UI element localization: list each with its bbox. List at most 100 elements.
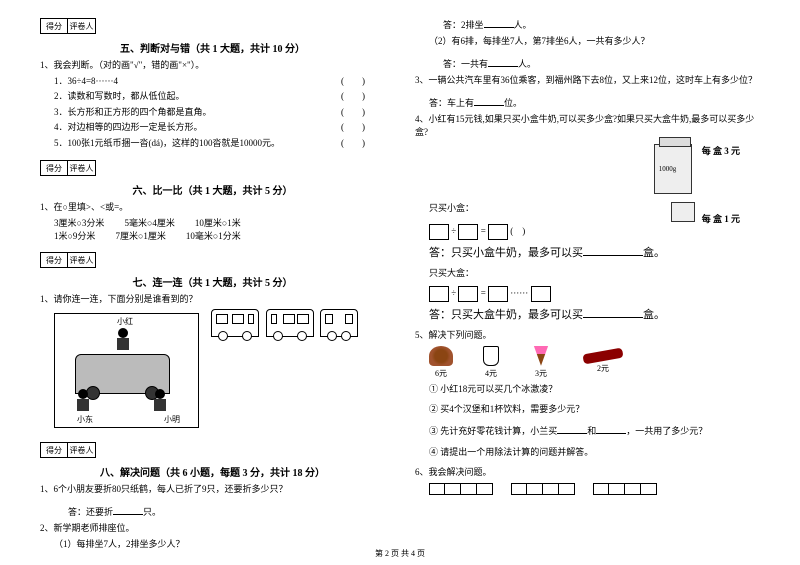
food-burger: 6元: [429, 346, 453, 379]
price: 3元: [535, 369, 547, 378]
ans-text: 答：只买小盒牛奶，最多可以买: [429, 247, 583, 259]
blank: [557, 424, 587, 434]
paren: ( ): [341, 75, 365, 88]
q8-2-2: （2）有6排，每排坐7人，第7排坐6人，一共有多少人？: [415, 35, 760, 48]
right-column: 答：2排坐人。 （2）有6排，每排坐7人，第7排坐6人，一共有多少人？ 答：一共…: [415, 18, 760, 555]
big-calc: ÷ = ······: [415, 286, 760, 302]
cmp: 7厘米○1厘米: [115, 229, 165, 242]
box-group: [429, 483, 493, 495]
q8-2: 2、新学期老师排座位。: [40, 522, 385, 535]
q5-item-2: 2．读数和写数时，都从低位起。 ( ): [40, 90, 385, 103]
box: [458, 224, 478, 240]
milk-small-icon: [671, 202, 695, 222]
label-xiaohong: 小红: [117, 316, 133, 327]
box-group: [593, 483, 657, 495]
minivan-icon: [75, 354, 170, 394]
q8-6: 6、我会解决问题。: [415, 466, 760, 479]
score-box-8: 得分 评卷人: [40, 442, 385, 458]
kid-br: [152, 389, 168, 413]
q8-1-ans: 答：还要折 只。: [40, 505, 385, 519]
ans-suffix: 只。: [143, 507, 161, 517]
q8-5-4: ④ 请提出一个用除法计算的问题并解答。: [415, 446, 760, 459]
t: ③ 先计充好零花钱计算，小兰买: [429, 426, 557, 436]
box: [429, 224, 449, 240]
q5-item-2-text: 2．读数和写数时，都从低位起。: [54, 91, 185, 101]
q6-intro: 1、在○里填>、<或=。: [40, 201, 385, 214]
only-big-label: 只买大盒：: [415, 267, 760, 280]
ans-prefix: 答：车上有: [429, 98, 474, 108]
kid-top: [115, 328, 131, 352]
q5-item-1: 1．36÷4=8······4( ): [40, 75, 385, 88]
left-column: 得分 评卷人 五、判断对与错（共 1 大题，共计 10 分） 1、我会判断。（对…: [40, 18, 385, 555]
small-calc: ÷ = ( ): [415, 224, 760, 240]
burger-icon: [429, 346, 453, 366]
cmp: 10毫米○1分米: [186, 229, 241, 242]
q8-4: 4、小红有15元钱,如果只买小盒牛奶,可以买多少盒?如果只买大盒牛奶,最多可以买…: [415, 113, 760, 138]
blank: [484, 18, 514, 28]
q8-2-2-ans: 答：一共有 人。: [415, 57, 760, 71]
price: 4元: [485, 369, 497, 378]
section-5-title: 五、判断对与错（共 1 大题，共计 10 分）: [40, 40, 385, 55]
grader-label: 评卷人: [68, 160, 96, 176]
food-drink: 4元: [483, 346, 499, 379]
q8-5-2: ② 买4个汉堡和1杯饮料，需要多少元？: [415, 403, 760, 416]
blank: [488, 57, 518, 67]
q8-5-3: ③ 先计充好零花钱计算，小兰买 和 ，一共用了多少元？: [415, 424, 760, 438]
score-box-5: 得分 评卷人: [40, 18, 385, 34]
score-label: 得分: [40, 160, 68, 176]
food-candy: 2元: [583, 351, 623, 374]
score-label: 得分: [40, 252, 68, 268]
paren: ( ): [341, 121, 365, 134]
t: ，一共用了多少元？: [626, 426, 707, 436]
q5-intro: 1、我会判断。（对的画"√"，错的画"×"）。: [40, 59, 385, 72]
q8-5-1: ① 小红18元可以买几个冰激凌？: [415, 383, 760, 396]
section-6-title: 六、比一比（共 1 大题，共计 5 分）: [40, 182, 385, 197]
milk-big-label: 1000g: [659, 165, 677, 173]
ans-suffix: 位。: [504, 98, 522, 108]
label-xiaodong: 小东: [77, 414, 93, 425]
ans-big: 答：只买大盒牛奶，最多可以买 盒。: [415, 308, 760, 323]
only-small-label: 只买小盒：: [415, 202, 474, 215]
dots: ······: [510, 288, 528, 298]
q5-item-3-text: 3．长方形和正方形的四个角都是直角。: [54, 107, 212, 117]
q8-3-ans: 答：车上有 位。: [415, 96, 760, 110]
page-footer: 第 2 页 共 4 页: [0, 548, 800, 559]
label-xiaoming: 小明: [164, 414, 180, 425]
q8-5: 5、解决下列问题。: [415, 329, 760, 342]
box: [458, 286, 478, 302]
scene-box: 小红 小东 小明: [54, 313, 199, 428]
paren: ( ): [341, 90, 365, 103]
price: 2元: [597, 364, 609, 373]
grader-label: 评卷人: [68, 442, 96, 458]
score-box-6: 得分 评卷人: [40, 160, 385, 176]
ans-suffix: 人。: [518, 59, 536, 69]
q5-item-5: 5．100张1元纸币捆一沓(dá)，这样的100沓就是10000元。( ): [40, 137, 385, 150]
milk-big: 1000g: [654, 144, 692, 196]
ans-small: 答：只买小盒牛奶，最多可以买 盒。: [415, 246, 760, 261]
paren: ( ): [341, 106, 365, 119]
milk-diagram: 1000g 每 盒 3 元: [415, 144, 760, 196]
icecream-icon: [529, 346, 553, 366]
compare-row-1: 3厘米○3分米 5毫米○4厘米 10厘米○1米: [40, 216, 385, 229]
ans-prefix: 答：2排坐: [443, 20, 484, 30]
ans-prefix: 答：一共有: [443, 59, 488, 69]
cmp: 10厘米○1米: [195, 216, 241, 229]
ans-text: 答：只买大盒牛奶，最多可以买: [429, 309, 583, 321]
unit: 盒。: [643, 247, 665, 259]
cmp: 1米○9分米: [54, 229, 95, 242]
cmp: 3厘米○3分米: [54, 216, 104, 229]
van-view-2: [266, 309, 314, 337]
kid-bl: [75, 389, 91, 413]
milk-small-price: 每 盒 1 元: [702, 214, 740, 224]
score-label: 得分: [40, 18, 68, 34]
box: [429, 286, 449, 302]
t: 和: [587, 426, 596, 436]
food-ice: 3元: [529, 346, 553, 379]
ans-suffix: 人。: [514, 20, 532, 30]
connect-diagram: 小红 小东 小明: [40, 309, 385, 432]
box: [531, 286, 551, 302]
ans-prefix: 答：还要折: [68, 507, 113, 517]
q5-item-4: 4．对边相等的四边形一定是长方形。 ( ): [40, 121, 385, 134]
q5-item-4-text: 4．对边相等的四边形一定是长方形。: [54, 122, 203, 132]
unit: 盒。: [643, 309, 665, 321]
